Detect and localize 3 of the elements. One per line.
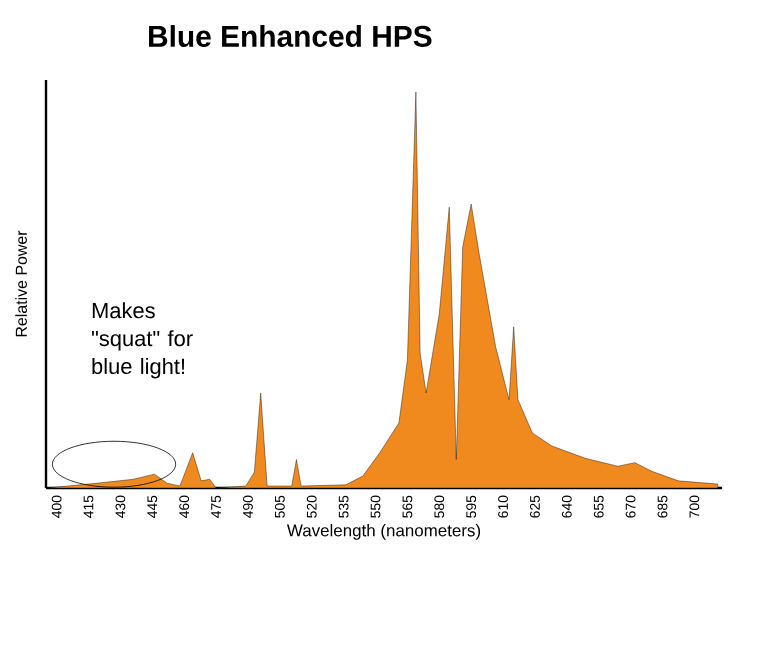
x-axis-title: Wavelength (nanometers) [286, 523, 481, 540]
chart-title: Blue Enhanced HPS [149, 25, 432, 47]
annotation: Makes "squat" for blue light! [91, 302, 193, 379]
